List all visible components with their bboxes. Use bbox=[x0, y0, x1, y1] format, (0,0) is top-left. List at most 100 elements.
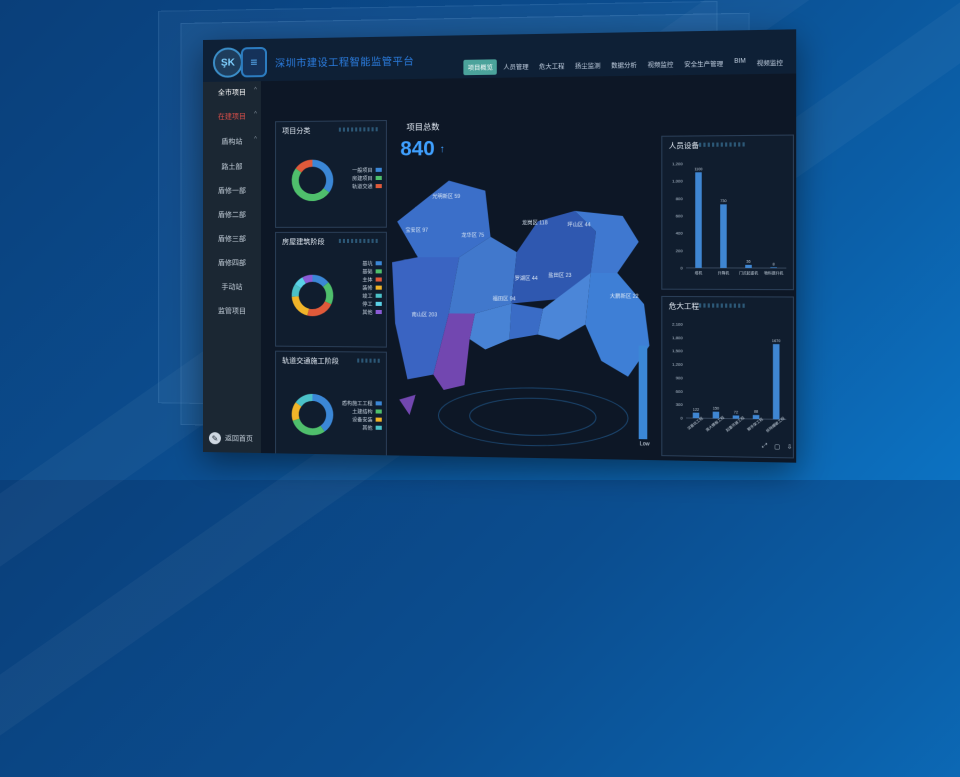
sidebar-item[interactable]: 全市项目^ bbox=[203, 87, 261, 98]
map-glow-ring bbox=[470, 397, 596, 436]
legend-swatch bbox=[376, 418, 382, 422]
bar bbox=[695, 172, 701, 268]
danger-panel: 危大工程 2,1001,8001,5001,2009006003000122深基… bbox=[661, 296, 794, 459]
nav-tab[interactable]: 人员管理 bbox=[499, 59, 533, 75]
legend-label: 竣工 bbox=[362, 292, 372, 299]
legend-swatch bbox=[376, 269, 382, 273]
sidebar-item[interactable]: 手动站 bbox=[203, 282, 261, 292]
sidebar-item[interactable]: 盾修二部 bbox=[203, 210, 261, 220]
legend-item: 停工 bbox=[362, 300, 381, 308]
x-tick-label: 塔机 bbox=[695, 270, 703, 275]
bar-value-label: 1670 bbox=[772, 339, 781, 343]
nav-tab[interactable]: 项目概览 bbox=[464, 59, 497, 75]
district-label: 龙岗区 118 bbox=[522, 219, 548, 226]
sidebar-item-label: 盾修二部 bbox=[218, 212, 246, 219]
bar-value-label: 72 bbox=[734, 410, 738, 414]
legend-swatch bbox=[376, 310, 382, 314]
nav-tab[interactable]: 扬尘监测 bbox=[571, 58, 605, 74]
district-label: 福田区 94 bbox=[493, 295, 516, 302]
donut-slice bbox=[326, 285, 330, 303]
sidebar-item[interactable]: 盾构站^ bbox=[203, 136, 261, 147]
legend-swatch bbox=[376, 176, 382, 180]
y-tick-label: 2,100 bbox=[672, 321, 684, 326]
download-icon[interactable]: ⇩ bbox=[787, 444, 793, 451]
map-legend-bar bbox=[639, 346, 648, 440]
legend-item: 装修 bbox=[362, 284, 381, 292]
donut-slice bbox=[295, 296, 308, 312]
donut-slice bbox=[295, 404, 298, 419]
donut-slice bbox=[312, 163, 329, 190]
sidebar-item-label: 盾修一部 bbox=[218, 188, 246, 195]
district-label: 南山区 203 bbox=[412, 311, 438, 318]
pager-dot[interactable] bbox=[547, 460, 551, 462]
dashboard-screen: ŞK ≡ 深圳市建设工程智能监管平台 项目概览人员管理危大工程扬尘监测数据分析视… bbox=[203, 29, 796, 462]
legend-swatch bbox=[376, 426, 382, 430]
nav-tab[interactable]: 安全生产管理 bbox=[680, 56, 728, 72]
nav-tab[interactable]: 数据分析 bbox=[607, 57, 641, 73]
donut-slice bbox=[299, 163, 313, 170]
panel-title: 危大工程 bbox=[669, 301, 699, 312]
sidebar-item[interactable]: 监管项目 bbox=[203, 306, 261, 316]
y-tick-label: 1,200 bbox=[672, 161, 684, 166]
bar-value-label: 8 bbox=[773, 262, 775, 266]
sidebar-item[interactable]: 路土部 bbox=[203, 162, 261, 172]
map-glow-ring bbox=[438, 387, 628, 447]
expand-icon[interactable]: ⤢ bbox=[762, 443, 767, 450]
legend-label: 停工 bbox=[362, 300, 372, 307]
legend-item: 其他 bbox=[362, 308, 381, 316]
personnel-bar-chart: 1,2001,00080060040020001100塔机730升降机36门式起… bbox=[662, 152, 793, 289]
map-legend-low-label: Low bbox=[640, 441, 650, 447]
nav-tabs: 项目概览人员管理危大工程扬尘监测数据分析视频监控安全生产管理BIM视频监控 bbox=[464, 55, 788, 76]
donut-slice bbox=[295, 286, 298, 296]
app-title: 深圳市建设工程智能监管平台 bbox=[275, 52, 414, 69]
sidebar-item-label: 全市项目 bbox=[218, 89, 246, 96]
chevron-up-icon: ^ bbox=[254, 136, 257, 142]
logo-icon: ŞK bbox=[213, 47, 243, 78]
sidebar-footer[interactable]: ✎ 返回首页 bbox=[209, 432, 253, 445]
district-label: 龙华区 75 bbox=[461, 232, 484, 239]
legend-label: 其他 bbox=[362, 424, 372, 431]
sidebar-item-label: 监管项目 bbox=[218, 308, 246, 315]
panel-title: 轨道交通施工阶段 bbox=[282, 356, 339, 367]
building-stage-panel: 房屋建筑阶段 基坑基础主体装修竣工停工其他 bbox=[275, 232, 387, 348]
legend-item: 一般项目 bbox=[352, 166, 382, 174]
sidebar-item[interactable]: 盾修一部 bbox=[203, 186, 261, 196]
bar-value-label: 730 bbox=[720, 199, 726, 203]
sidebar-item[interactable]: 盾修三部 bbox=[203, 234, 261, 244]
legend-swatch bbox=[376, 261, 382, 265]
pager-dots[interactable] bbox=[547, 460, 562, 462]
nav-tab[interactable]: 视频监控 bbox=[752, 55, 787, 71]
legend-label: 设备安装 bbox=[352, 416, 372, 423]
x-tick-label: 升降机 bbox=[718, 270, 730, 275]
main-content: 项目分类 一般项目房建项目轨道交通 房屋建筑阶段 基坑基础主体装修竣工停工其他 … bbox=[261, 73, 796, 462]
up-arrow-icon: ↑ bbox=[440, 144, 445, 155]
project-category-legend: 一般项目房建项目轨道交通 bbox=[352, 166, 382, 191]
nav-tab[interactable]: 危大工程 bbox=[535, 58, 569, 74]
nav-tab[interactable]: 视频监控 bbox=[643, 56, 677, 72]
home-icon: ✎ bbox=[209, 432, 221, 444]
total-projects-value: 840 bbox=[400, 138, 434, 162]
donut-slice bbox=[296, 420, 323, 432]
nav-tab[interactable]: BIM bbox=[730, 55, 750, 71]
y-tick-label: 800 bbox=[676, 196, 684, 201]
pager-dot[interactable] bbox=[558, 460, 562, 462]
y-tick-label: 1,800 bbox=[672, 335, 684, 340]
bar-value-label: 122 bbox=[693, 407, 699, 411]
legend-item: 基坑 bbox=[362, 259, 381, 267]
legend-item: 基础 bbox=[362, 267, 381, 275]
legend-item: 竣工 bbox=[362, 292, 381, 300]
title-decoration bbox=[699, 303, 747, 307]
y-tick-label: 300 bbox=[676, 402, 684, 407]
danger-bar-chart: 2,1001,8001,5001,2009006003000122深基坑工程15… bbox=[662, 314, 793, 458]
legend-swatch bbox=[376, 286, 382, 290]
legend-label: 基础 bbox=[362, 268, 372, 275]
sidebar-item[interactable]: 在建项目^ bbox=[203, 111, 261, 122]
sidebar-item-label: 在建项目 bbox=[218, 114, 246, 121]
sidebar-item[interactable]: 盾修四部 bbox=[203, 258, 261, 268]
y-tick-label: 600 bbox=[676, 388, 684, 393]
window-icon[interactable]: ▢ bbox=[774, 443, 780, 450]
panel-title: 项目分类 bbox=[282, 126, 310, 136]
rail-stage-panel: 轨道交通施工阶段 盾构施工工程土建结构设备安装其他 bbox=[275, 351, 387, 463]
district-label: 罗湖区 44 bbox=[515, 275, 538, 282]
sidebar-item-label: 盾修四部 bbox=[218, 260, 246, 267]
